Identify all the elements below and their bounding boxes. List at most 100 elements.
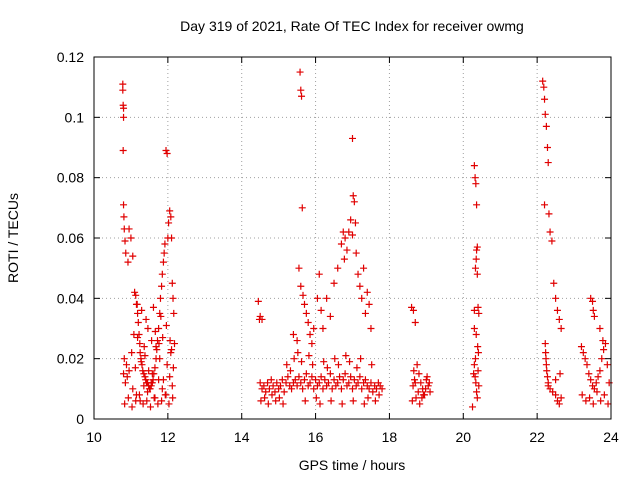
- data-point: [350, 376, 358, 384]
- data-point: [343, 246, 351, 254]
- data-point: [350, 198, 358, 206]
- data-point: [155, 340, 163, 348]
- y-tick-label: 0: [76, 411, 84, 427]
- data-point: [159, 334, 167, 342]
- data-point: [419, 391, 427, 399]
- data-point: [268, 391, 276, 399]
- data-point: [541, 110, 549, 118]
- data-point: [153, 346, 161, 354]
- data-point: [167, 349, 175, 357]
- data-point: [423, 373, 431, 381]
- data-point: [604, 400, 612, 408]
- data-point: [140, 370, 148, 378]
- data-point: [310, 385, 318, 393]
- data-point: [326, 370, 334, 378]
- data-point: [128, 349, 136, 357]
- data-point: [275, 394, 283, 402]
- x-tick-label: 12: [160, 429, 176, 445]
- data-point: [142, 315, 150, 323]
- data-point: [592, 379, 600, 387]
- data-point: [590, 312, 598, 320]
- data-point: [120, 355, 128, 363]
- data-point: [324, 379, 332, 387]
- data-point: [581, 355, 589, 363]
- data-point: [136, 349, 144, 357]
- data-point: [371, 397, 379, 405]
- data-point: [557, 394, 565, 402]
- data-point: [297, 86, 305, 94]
- data-point: [258, 315, 266, 323]
- data-point: [472, 255, 480, 263]
- y-tick-label: 0.06: [57, 230, 84, 246]
- data-point: [156, 294, 164, 302]
- data-point: [293, 382, 301, 390]
- data-point: [337, 385, 345, 393]
- data-point: [162, 321, 170, 329]
- data-point: [273, 379, 281, 387]
- data-point: [473, 246, 481, 254]
- data-point: [121, 379, 129, 387]
- x-tick-label: 14: [234, 429, 250, 445]
- data-point: [166, 373, 174, 381]
- data-point: [159, 258, 167, 266]
- data-point: [158, 397, 166, 405]
- data-point: [354, 270, 362, 278]
- data-point: [120, 213, 128, 221]
- data-point: [473, 394, 481, 402]
- data-point: [555, 400, 563, 408]
- data-point: [278, 376, 286, 384]
- data-point: [475, 309, 483, 317]
- data-point: [264, 400, 272, 408]
- data-point: [349, 134, 356, 142]
- data-point: [589, 297, 597, 305]
- data-point: [161, 391, 169, 399]
- data-point: [541, 95, 549, 103]
- data-point: [358, 385, 366, 393]
- data-point: [544, 382, 552, 390]
- data-point: [125, 367, 133, 375]
- data-point: [302, 370, 310, 378]
- data-point: [349, 397, 357, 405]
- data-point: [286, 367, 294, 375]
- data-point: [272, 397, 280, 405]
- x-tick-label: 22: [529, 429, 545, 445]
- data-point: [283, 361, 291, 369]
- data-point: [589, 400, 597, 408]
- data-point: [474, 367, 482, 375]
- data-point: [541, 201, 549, 209]
- data-point: [586, 394, 594, 402]
- y-tick-label: 0.02: [57, 351, 84, 367]
- data-point: [155, 325, 163, 332]
- data-point: [145, 367, 153, 375]
- data-point: [339, 376, 347, 384]
- data-point: [470, 370, 478, 378]
- data-point: [360, 400, 368, 408]
- data-point: [548, 237, 556, 245]
- data-point: [297, 282, 305, 290]
- data-point: [317, 373, 325, 381]
- data-point: [542, 122, 550, 130]
- data-point: [552, 391, 560, 399]
- y-tick-label: 0.1: [65, 109, 85, 125]
- chart-title: Day 319 of 2021, Rate Of TEC Index for r…: [180, 18, 524, 34]
- data-point: [161, 240, 169, 248]
- data-point: [426, 388, 434, 396]
- data-point: [163, 150, 171, 158]
- data-point: [157, 312, 165, 320]
- data-point: [296, 68, 304, 76]
- data-point: [170, 309, 178, 317]
- y-tick-label: 0.04: [57, 290, 84, 306]
- data-point: [357, 355, 365, 363]
- data-markers: [119, 68, 613, 411]
- data-point: [280, 388, 288, 396]
- data-point: [310, 325, 318, 332]
- data-point: [121, 237, 129, 245]
- data-point: [539, 77, 547, 85]
- data-point: [341, 370, 349, 378]
- tick-labels: 10 12 14 16 18 20 22 24 0 0.02 0.04 0.06 0.08 0.1 0.12: [57, 49, 619, 445]
- data-point: [284, 373, 292, 381]
- data-point: [154, 400, 162, 408]
- data-point: [309, 361, 317, 369]
- data-point: [265, 385, 273, 393]
- data-point: [340, 255, 348, 263]
